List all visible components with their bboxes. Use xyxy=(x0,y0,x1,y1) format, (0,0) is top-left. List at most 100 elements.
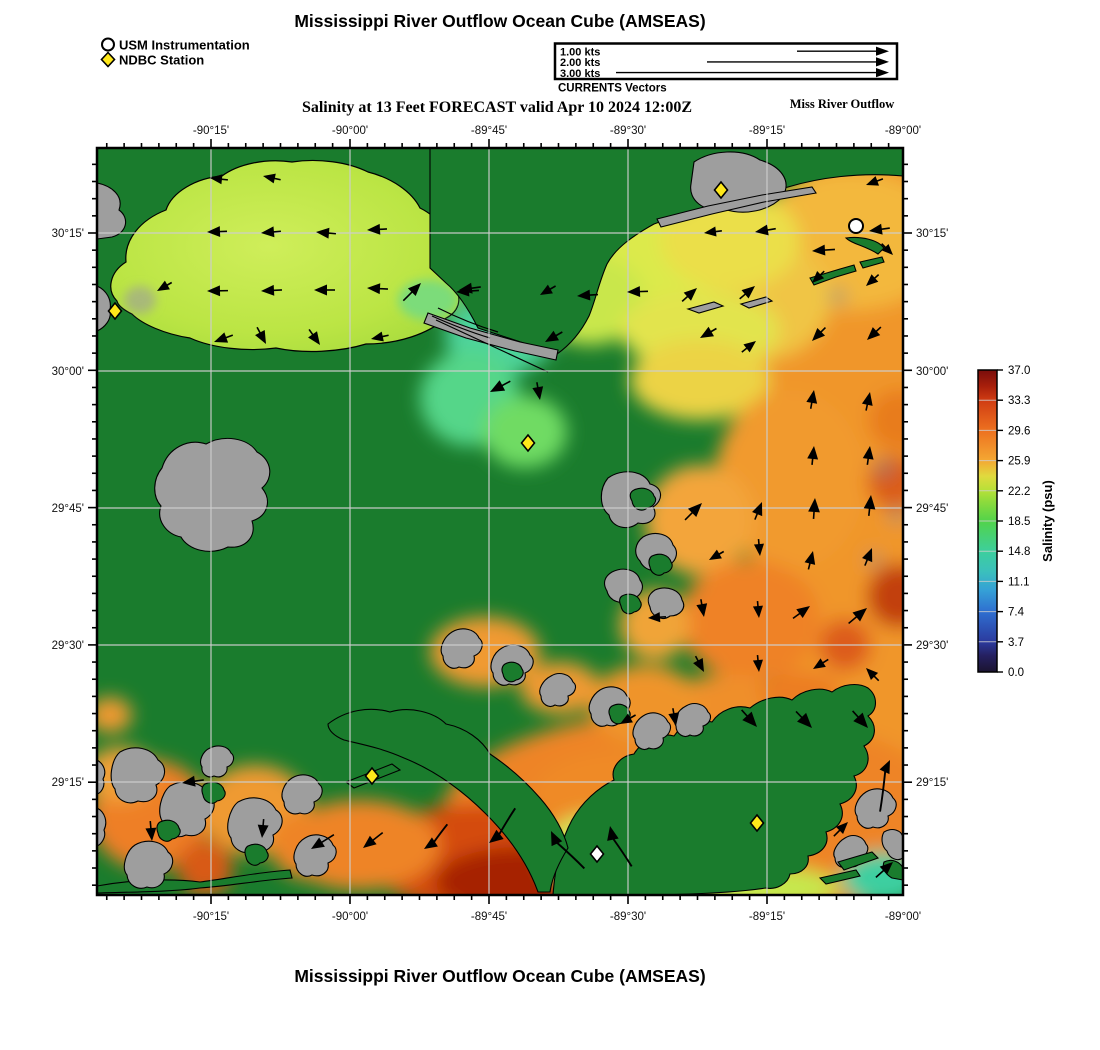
marker-legend: USM Instrumentation NDBC Station xyxy=(100,37,250,68)
lon-tick-label: -89°45' xyxy=(471,125,507,137)
colorbar-tick-label: 37.0 xyxy=(1008,365,1030,377)
vector-head xyxy=(648,612,661,623)
vector-head xyxy=(881,243,893,255)
vector-tail xyxy=(319,834,335,844)
vector-head xyxy=(813,658,826,669)
lon-tick-label: -89°00' xyxy=(885,911,921,923)
colorbar-tick-label: 29.6 xyxy=(1008,425,1030,437)
vector-head xyxy=(261,284,275,296)
vector-head xyxy=(812,327,826,341)
current-vector xyxy=(257,819,269,838)
vector-head xyxy=(577,289,591,301)
vector-head xyxy=(797,712,812,728)
lat-tick-label: 29°30' xyxy=(52,640,84,652)
vector-tail xyxy=(657,615,667,619)
current-vector xyxy=(489,807,516,843)
vector-tail xyxy=(371,831,384,842)
current-vector xyxy=(792,606,810,619)
vector-tail xyxy=(765,227,776,232)
current-vector xyxy=(316,227,336,239)
vector-head xyxy=(210,174,223,185)
current-vector xyxy=(261,226,281,238)
usm-station-marker xyxy=(848,218,864,234)
lon-tick-label: -89°30' xyxy=(610,911,646,923)
lat-tick-label: 29°45' xyxy=(916,503,948,515)
colorbar-tick-label: 3.7 xyxy=(1008,637,1024,649)
vector-head xyxy=(752,659,763,672)
vector-head xyxy=(620,713,633,724)
lat-tick-label: 30°00' xyxy=(52,366,84,378)
colorbar-tick-label: 0.0 xyxy=(1008,667,1024,679)
figure-title-bottom: Mississippi River Outflow Ocean Cube (AM… xyxy=(294,966,705,986)
vector-head xyxy=(145,827,157,841)
scale-row-label: 3.00 kts xyxy=(560,68,600,80)
current-vector xyxy=(551,831,586,870)
vector-head xyxy=(214,332,229,343)
vector-head xyxy=(424,837,438,849)
vector-head xyxy=(363,835,377,848)
vector-head xyxy=(867,327,881,340)
vector-head xyxy=(861,392,873,406)
vector-tail xyxy=(500,380,511,388)
vector-head xyxy=(806,390,818,404)
current-vector xyxy=(869,223,890,235)
scale-row-label: 1.00 kts xyxy=(560,46,600,58)
vector-tail xyxy=(754,511,759,520)
ndbc-station-marker xyxy=(749,813,765,833)
current-vector xyxy=(540,284,556,295)
scale-row-arrowhead xyxy=(876,46,889,56)
vector-head xyxy=(863,495,876,510)
current-vector xyxy=(852,710,868,728)
lon-tick-label: -90°00' xyxy=(332,911,368,923)
vector-tail xyxy=(149,821,152,831)
vector-tail xyxy=(881,243,888,250)
current-vector xyxy=(866,274,880,286)
vector-head xyxy=(687,503,702,518)
current-vector xyxy=(866,668,880,682)
colorbar-tick-label: 33.3 xyxy=(1008,395,1030,407)
vector-tail xyxy=(717,550,725,556)
vector-head xyxy=(852,608,867,622)
lon-tick-label: -89°30' xyxy=(610,125,646,137)
vector-tail xyxy=(497,807,516,837)
current-vector xyxy=(808,498,820,520)
ndbc-station-marker xyxy=(364,766,380,786)
lat-tick-label: 29°45' xyxy=(52,503,84,515)
current-vector xyxy=(577,289,599,301)
current-vector xyxy=(371,331,389,342)
vector-tail xyxy=(875,178,884,183)
colorbar-tick-label: 14.8 xyxy=(1008,546,1030,558)
current-vector-layer xyxy=(145,173,893,878)
vector-tail xyxy=(879,769,887,812)
vector-head xyxy=(853,712,868,728)
vector-head xyxy=(879,760,890,775)
vector-head xyxy=(753,543,764,556)
lon-tick-label: -89°15' xyxy=(749,125,785,137)
vector-head xyxy=(796,606,810,619)
vector-head xyxy=(627,286,641,298)
current-vector xyxy=(812,326,827,341)
lon-tick-label: -89°45' xyxy=(471,911,507,923)
current-vector xyxy=(807,446,819,465)
vector-head xyxy=(551,831,563,847)
vector-head xyxy=(755,224,769,236)
lon-tick-label: -90°00' xyxy=(332,125,368,137)
current-vector xyxy=(627,286,649,298)
vector-head xyxy=(257,824,269,838)
vector-head xyxy=(866,274,879,286)
usm-circle-icon xyxy=(101,37,115,52)
lon-tick-label: -90°15' xyxy=(193,125,229,137)
vector-tail xyxy=(555,841,586,870)
current-vector xyxy=(263,173,281,184)
current-vector xyxy=(308,328,320,345)
lat-tick-label: 30°15' xyxy=(916,228,948,240)
current-vector xyxy=(182,775,204,787)
current-vector xyxy=(741,341,756,353)
current-vector xyxy=(812,270,825,283)
vector-tail xyxy=(864,557,869,566)
current-vector xyxy=(867,326,882,340)
map-area xyxy=(97,148,903,895)
vector-head xyxy=(255,329,266,344)
colorbar-tick-label: 25.9 xyxy=(1008,456,1030,468)
